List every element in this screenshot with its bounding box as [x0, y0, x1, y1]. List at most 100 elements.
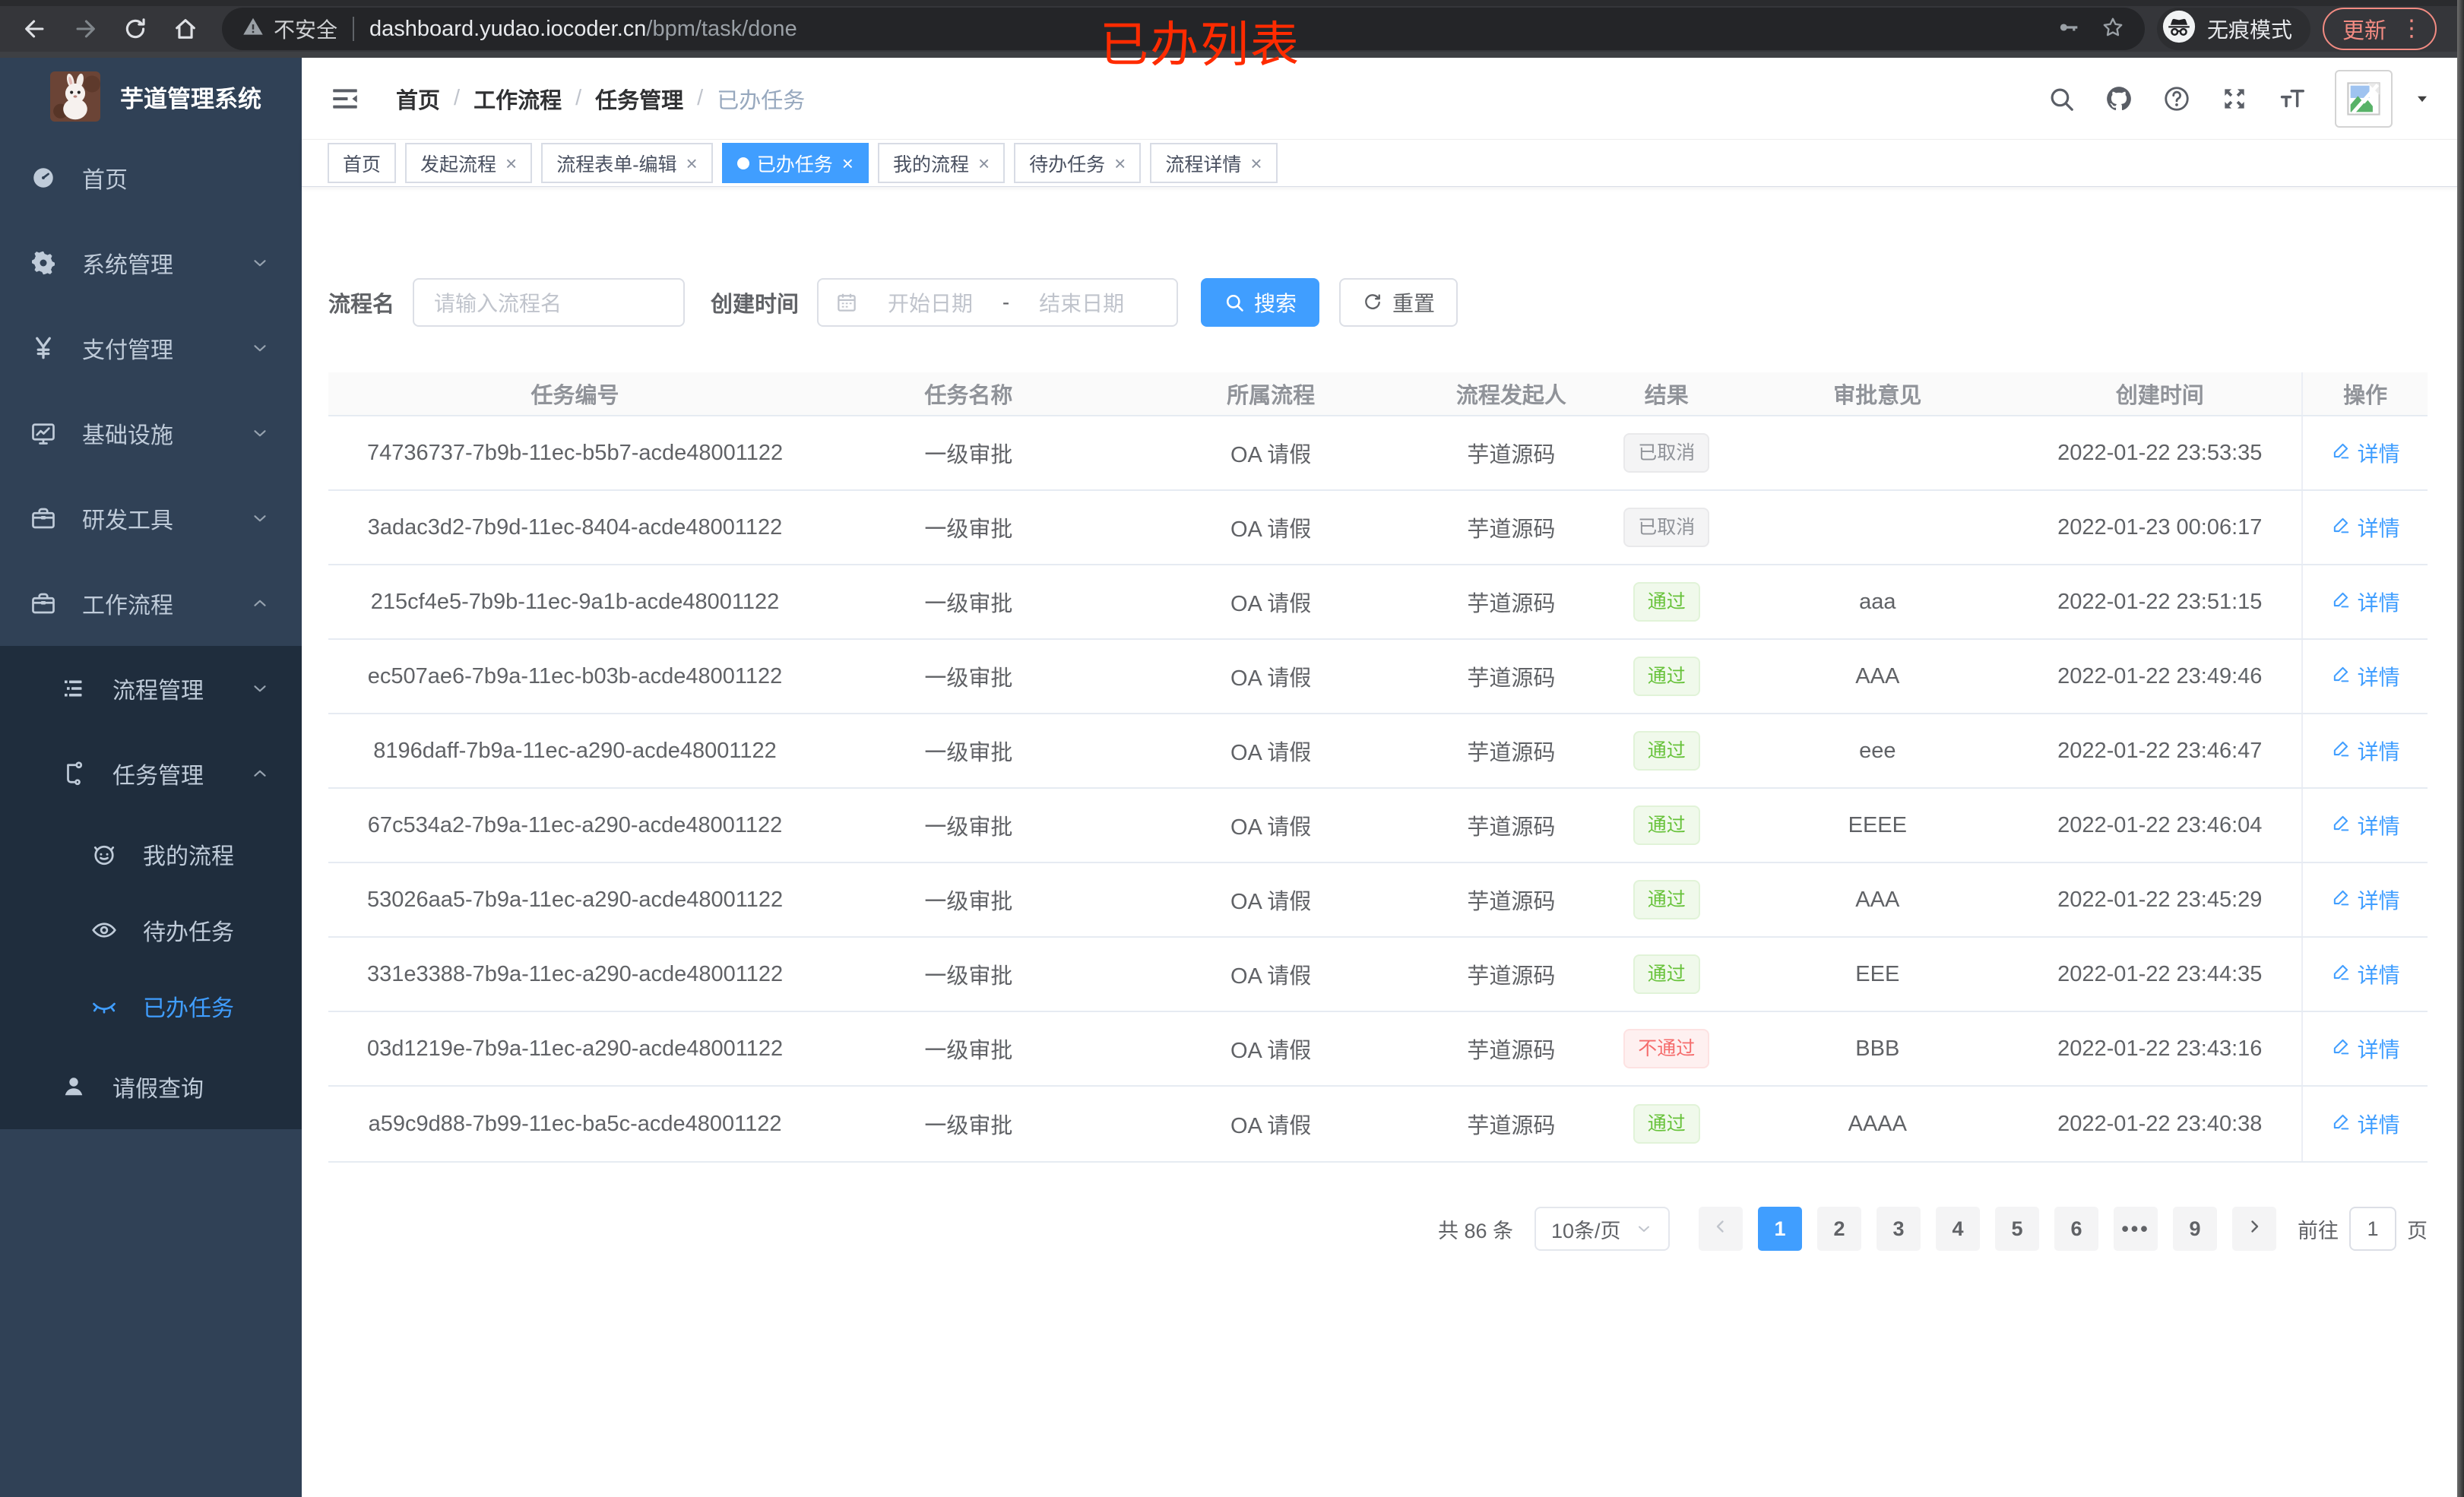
- table-row: 74736737-7b9b-11ec-b5b7-acde48001122 一级审批…: [328, 416, 2428, 491]
- close-icon[interactable]: ×: [1250, 151, 1262, 175]
- reload-icon[interactable]: [117, 11, 154, 47]
- avatar[interactable]: [2335, 69, 2393, 128]
- close-icon[interactable]: ×: [977, 151, 990, 175]
- more-pages-button[interactable]: •••: [2114, 1207, 2158, 1251]
- edit-icon: [2331, 1036, 2352, 1062]
- detail-link[interactable]: 详情: [2331, 438, 2400, 468]
- home-icon[interactable]: [167, 11, 204, 47]
- date-range-input[interactable]: 开始日期 - 结束日期: [817, 278, 1179, 327]
- detail-link-label: 详情: [2357, 964, 2400, 987]
- page-button-2[interactable]: 2: [1817, 1207, 1861, 1251]
- fullscreen-icon[interactable]: [2219, 84, 2250, 114]
- detail-link[interactable]: 详情: [2331, 885, 2400, 915]
- sidebar-item-workflow[interactable]: 工作流程: [0, 561, 302, 646]
- next-page-button[interactable]: [2232, 1207, 2276, 1251]
- sidebar-item-label: 基础设施: [82, 423, 173, 448]
- cell-process: OA 请假: [1230, 443, 1312, 467]
- close-icon[interactable]: ×: [841, 151, 854, 175]
- prev-page-button[interactable]: [1699, 1207, 1743, 1251]
- tab-done-task[interactable]: 已办任务 ×: [721, 143, 869, 183]
- breadcrumb-item[interactable]: 任务管理: [595, 88, 684, 113]
- chevron-down-icon: [1635, 1220, 1653, 1238]
- page-button-1[interactable]: 1: [1758, 1207, 1802, 1251]
- sidebar-item-devtools[interactable]: 研发工具: [0, 476, 302, 561]
- cell-starter: 芋道源码: [1467, 1039, 1556, 1063]
- sidebar-item-task-mgmt[interactable]: 任务管理: [0, 731, 302, 816]
- sidebar-item-home[interactable]: 首页: [0, 135, 302, 220]
- page-button-9[interactable]: 9: [2173, 1207, 2217, 1251]
- url-bar[interactable]: 不安全 dashboard.yudao.iocoder.cn/bpm/task/…: [222, 8, 2145, 50]
- detail-link[interactable]: 详情: [2331, 1033, 2400, 1064]
- cell-result: 已取消: [1596, 491, 1737, 564]
- url-separator: [353, 17, 355, 41]
- sidebar-item-my-process[interactable]: 我的流程: [0, 816, 302, 892]
- close-icon[interactable]: ×: [1114, 151, 1126, 175]
- cell-task-name: 一级审批: [924, 1039, 1013, 1063]
- process-name-input[interactable]: 请输入流程名: [413, 278, 686, 327]
- tab-home[interactable]: 首页: [328, 143, 397, 183]
- tab-todo-task[interactable]: 待办任务 ×: [1014, 143, 1142, 183]
- sidebar-item-done-task[interactable]: 已办任务: [0, 968, 302, 1044]
- page-button-3[interactable]: 3: [1877, 1207, 1921, 1251]
- sidebar-logo[interactable]: 芋道管理系统: [0, 58, 302, 135]
- detail-link[interactable]: 详情: [2331, 736, 2400, 766]
- table-row: 8196daff-7b9a-11ec-a290-acde48001122 一级审批…: [328, 714, 2428, 789]
- detail-link[interactable]: 详情: [2331, 512, 2400, 543]
- chrome-top-strip: [0, 0, 2464, 6]
- goto-label: 前往: [2298, 1219, 2339, 1242]
- tab-my-process[interactable]: 我的流程 ×: [877, 143, 1006, 183]
- star-icon[interactable]: [2101, 15, 2125, 43]
- url-text: dashboard.yudao.iocoder.cn/bpm/task/done: [369, 17, 797, 42]
- breadcrumb-item[interactable]: 工作流程: [473, 88, 562, 113]
- detail-link[interactable]: 详情: [2331, 587, 2400, 617]
- detail-link[interactable]: 详情: [2331, 661, 2400, 692]
- detail-link[interactable]: 详情: [2331, 959, 2400, 989]
- tab-label: 流程详情: [1165, 153, 1242, 176]
- update-button[interactable]: 更新 ⋮: [2323, 8, 2437, 50]
- tab-form-edit[interactable]: 流程表单-编辑 ×: [541, 143, 713, 183]
- sidebar-item-payment[interactable]: 支付管理: [0, 305, 302, 391]
- github-icon[interactable]: [2104, 84, 2134, 114]
- back-icon[interactable]: [17, 11, 53, 47]
- start-date-placeholder: 开始日期: [887, 292, 973, 315]
- goto-page-input[interactable]: 1: [2349, 1207, 2396, 1251]
- sidebar-item-todo-task[interactable]: 待办任务: [0, 892, 302, 968]
- sidebar-item-process-mgmt[interactable]: 流程管理: [0, 646, 302, 731]
- search-button[interactable]: 搜索: [1201, 278, 1320, 327]
- breadcrumb-item[interactable]: 首页: [396, 88, 441, 113]
- sidebar-item-leave-query[interactable]: 请假查询: [0, 1044, 302, 1129]
- close-icon[interactable]: ×: [686, 151, 698, 175]
- page-button-5[interactable]: 5: [1995, 1207, 2039, 1251]
- tab-process-detail[interactable]: 流程详情 ×: [1150, 143, 1278, 183]
- detail-link[interactable]: 详情: [2331, 810, 2400, 840]
- tab-label: 待办任务: [1029, 153, 1106, 176]
- table-body: 74736737-7b9b-11ec-b5b7-acde48001122 一级审批…: [328, 416, 2428, 1161]
- close-icon[interactable]: ×: [505, 151, 518, 175]
- help-icon[interactable]: [2162, 84, 2192, 114]
- url-domain: dashboard.yudao.iocoder.cn: [369, 16, 647, 41]
- security-chip[interactable]: 不安全: [242, 14, 337, 44]
- font-size-icon[interactable]: [2277, 84, 2307, 114]
- sidebar-item-label: 我的流程: [143, 844, 234, 869]
- cell-opinion: AAA: [1855, 663, 1900, 688]
- cell-opinion: [1737, 491, 2018, 564]
- cell-opinion: aaa: [1859, 589, 1896, 614]
- search-icon[interactable]: [2046, 84, 2076, 114]
- warning-icon: [242, 15, 264, 43]
- reset-button[interactable]: 重置: [1339, 278, 1458, 327]
- cell-task-id: 03d1219e-7b9a-11ec-a290-acde48001122: [366, 1036, 784, 1061]
- browser-menu-icon[interactable]: ⋮: [2400, 16, 2424, 41]
- tab-start-process[interactable]: 发起流程 ×: [405, 143, 533, 183]
- detail-link[interactable]: 详情: [2331, 1109, 2400, 1139]
- sidebar-item-infra[interactable]: 基础设施: [0, 391, 302, 476]
- page-size-select[interactable]: 10条/页: [1534, 1207, 1670, 1251]
- key-icon[interactable]: [2057, 15, 2081, 43]
- caret-down-icon[interactable]: [2414, 90, 2431, 107]
- table-row: 03d1219e-7b9a-11ec-a290-acde48001122 一级审批…: [328, 1012, 2428, 1087]
- hamburger-icon[interactable]: [329, 83, 361, 115]
- forward-icon[interactable]: [67, 11, 103, 47]
- page-button-4[interactable]: 4: [1936, 1207, 1980, 1251]
- page-button-6[interactable]: 6: [2054, 1207, 2098, 1251]
- sidebar-item-system[interactable]: 系统管理: [0, 220, 302, 305]
- filter-form: 流程名 请输入流程名 创建时间 开始日期 - 结束日期 搜索 重置: [328, 278, 2428, 327]
